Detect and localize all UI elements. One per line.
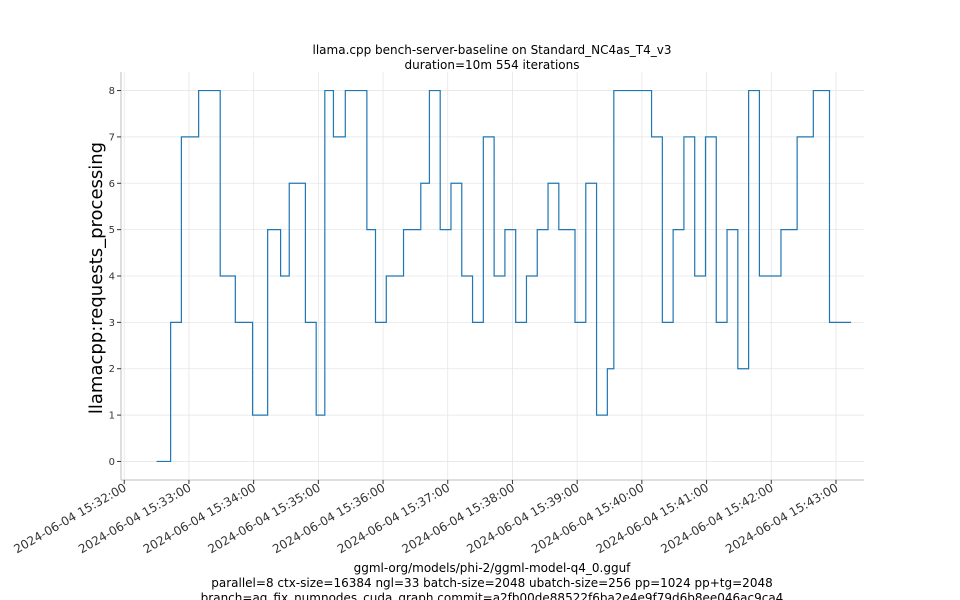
x-tick-label: 2024-06-04 15:39:00	[464, 480, 581, 556]
series-group	[156, 89, 852, 463]
series-line	[156, 89, 852, 463]
x-tick-label: 2024-06-04 15:33:00	[76, 480, 193, 556]
x-tick-label: 2024-06-04 15:37:00	[335, 480, 452, 556]
x-axis-label-line-3: branch=ag_fix_numnodes_cuda_graph commit…	[201, 591, 784, 600]
x-axis-label-line-1: ggml-org/models/phi-2/ggml-model-q4_0.gg…	[354, 561, 632, 575]
y-tick-label: 7	[109, 132, 115, 143]
x-tick-label: 2024-06-04 15:38:00	[400, 480, 517, 556]
y-tick-label: 6	[109, 179, 115, 190]
x-tick-label: 2024-06-04 15:42:00	[658, 480, 775, 556]
x-tick-label: 2024-06-04 15:43:00	[723, 480, 840, 556]
y-tick-label: 8	[109, 86, 115, 97]
y-tick-label: 1	[109, 411, 115, 422]
y-axis-label: llamacpp:requests_processing	[86, 142, 107, 414]
x-tick-label: 2024-06-04 15:41:00	[594, 480, 711, 556]
y-tick-label: 2	[109, 364, 115, 375]
y-tick-label: 5	[109, 225, 115, 236]
x-tick-label: 2024-06-04 15:40:00	[529, 480, 646, 556]
chart-subtitle: duration=10m 554 iterations	[405, 58, 580, 72]
x-tick-label: 2024-06-04 15:34:00	[141, 480, 258, 556]
y-tick-label: 4	[109, 272, 115, 283]
y-tick-label: 3	[109, 318, 115, 329]
x-axis-label-line-2: parallel=8 ctx-size=16384 ngl=33 batch-s…	[211, 576, 772, 590]
x-tick-label: 2024-06-04 15:36:00	[270, 480, 387, 556]
x-tick-label: 2024-06-04 15:32:00	[11, 480, 128, 556]
grid	[121, 72, 864, 480]
x-tick-label: 2024-06-04 15:35:00	[205, 480, 322, 556]
y-tick-label: 0	[109, 457, 115, 468]
chart-title: llama.cpp bench-server-baseline on Stand…	[313, 43, 672, 57]
y-axis-ticks: 0 1 2 3 4 5 6 7 8	[109, 86, 121, 468]
